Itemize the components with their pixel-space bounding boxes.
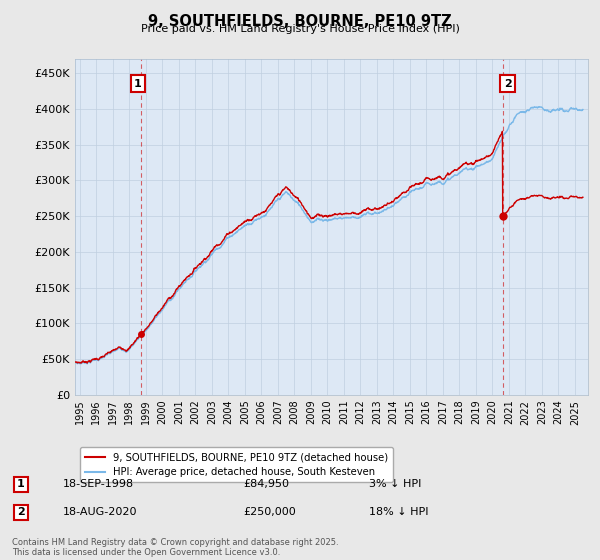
Text: 2: 2: [17, 507, 25, 517]
Text: 18-AUG-2020: 18-AUG-2020: [63, 507, 137, 517]
Text: £84,950: £84,950: [243, 479, 289, 489]
Text: 1: 1: [134, 79, 142, 89]
Text: 3% ↓ HPI: 3% ↓ HPI: [369, 479, 421, 489]
Legend: 9, SOUTHFIELDS, BOURNE, PE10 9TZ (detached house), HPI: Average price, detached : 9, SOUTHFIELDS, BOURNE, PE10 9TZ (detach…: [80, 447, 393, 482]
Text: Price paid vs. HM Land Registry's House Price Index (HPI): Price paid vs. HM Land Registry's House …: [140, 24, 460, 34]
Text: Contains HM Land Registry data © Crown copyright and database right 2025.
This d: Contains HM Land Registry data © Crown c…: [12, 538, 338, 557]
Text: 2: 2: [504, 79, 512, 89]
Text: 18% ↓ HPI: 18% ↓ HPI: [369, 507, 428, 517]
Text: 9, SOUTHFIELDS, BOURNE, PE10 9TZ: 9, SOUTHFIELDS, BOURNE, PE10 9TZ: [148, 14, 452, 29]
Text: 1: 1: [17, 479, 25, 489]
Text: 18-SEP-1998: 18-SEP-1998: [63, 479, 134, 489]
Text: £250,000: £250,000: [243, 507, 296, 517]
